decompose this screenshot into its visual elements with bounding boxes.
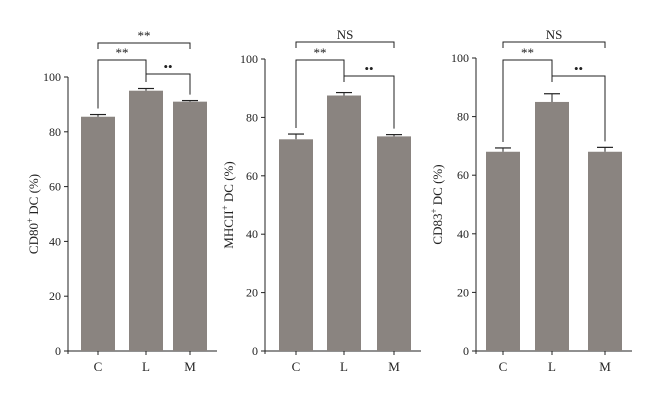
y-tick-label: 20	[49, 289, 61, 303]
significance-bracket	[502, 41, 606, 48]
y-axis-label-main: MHCII	[221, 210, 236, 248]
bar-L	[327, 95, 361, 351]
bar-C	[81, 116, 115, 351]
significance-bracket	[146, 73, 191, 95]
y-axis-label-rest: DC (%)	[221, 161, 236, 205]
x-tick-label: L	[340, 359, 348, 374]
significance-label: NS	[546, 27, 563, 42]
chart-panel-3: 0 20 40 60 80 100 C L M CD83+ DC (%) ** •• NS	[429, 27, 632, 374]
x-tick-label: C	[94, 359, 103, 374]
significance-bracket	[97, 42, 191, 49]
significance-bracket	[502, 59, 553, 142]
bar-L	[535, 101, 569, 351]
y-tick-label: 100	[43, 70, 61, 84]
bar-C	[486, 151, 520, 351]
significance-label: **	[138, 28, 151, 43]
y-tick-label: 80	[457, 110, 469, 124]
x-tick-label: L	[548, 359, 556, 374]
significance-bracket	[97, 59, 147, 109]
y-tick-label: 60	[49, 180, 61, 194]
bar-L	[129, 90, 163, 351]
y-axis-label-sup: +	[25, 218, 35, 223]
significance-label: NS	[337, 27, 354, 42]
y-tick-label: 20	[246, 286, 258, 300]
x-tick-label: M	[599, 359, 611, 374]
y-axis-label-rest: DC (%)	[26, 174, 41, 218]
significance-bracket	[295, 59, 345, 129]
y-tick-label: 100	[451, 51, 469, 65]
chart-panel-1: 0 20 40 60 80 100 C L M CD80+ DC (%) ** •• **	[25, 28, 217, 374]
y-tick-label: 0	[55, 344, 61, 358]
y-tick-label: 100	[240, 52, 258, 66]
y-axis-label: CD83+ DC (%)	[429, 164, 445, 244]
x-tick-label: M	[184, 359, 196, 374]
significance-label: ••	[364, 61, 373, 76]
bar-C	[279, 139, 313, 351]
significance-label: **	[116, 45, 129, 60]
x-tick-label: C	[292, 359, 301, 374]
y-axis-label: MHCII+ DC (%)	[220, 161, 236, 248]
y-tick-label: 60	[457, 168, 469, 182]
x-tick-label: M	[388, 359, 400, 374]
significance-bracket	[552, 75, 606, 142]
y-tick-label: 80	[49, 125, 61, 139]
y-axis-label-main: CD83	[430, 214, 445, 245]
significance-bracket	[295, 41, 395, 48]
y-tick-label: 40	[49, 234, 61, 248]
bar-M	[588, 151, 622, 351]
significance-label: **	[314, 45, 327, 60]
x-tick-label: C	[499, 359, 508, 374]
y-axis-label-sup: +	[220, 205, 230, 210]
significance-bracket	[344, 75, 395, 129]
significance-label: ••	[163, 59, 172, 74]
significance-label: ••	[574, 61, 583, 76]
y-tick-label: 20	[457, 285, 469, 299]
significance-label: **	[521, 45, 534, 60]
y-tick-label: 0	[463, 344, 469, 358]
y-tick-label: 40	[457, 227, 469, 241]
bar-M	[377, 136, 411, 351]
y-tick-label: 80	[246, 110, 258, 124]
y-axis-label-main: CD80	[26, 223, 41, 254]
y-axis-label-sup: +	[429, 208, 439, 213]
y-tick-label: 60	[246, 169, 258, 183]
y-axis-label: CD80+ DC (%)	[25, 174, 41, 254]
chart-panel-2: 0 20 40 60 80 100 C L M MHCII+ DC (%) ** •• NS	[220, 27, 421, 374]
bar-M	[173, 101, 207, 351]
y-tick-label: 40	[246, 227, 258, 241]
y-tick-label: 0	[252, 344, 258, 358]
y-axis-label-rest: DC (%)	[430, 164, 445, 208]
x-tick-label: L	[142, 359, 150, 374]
